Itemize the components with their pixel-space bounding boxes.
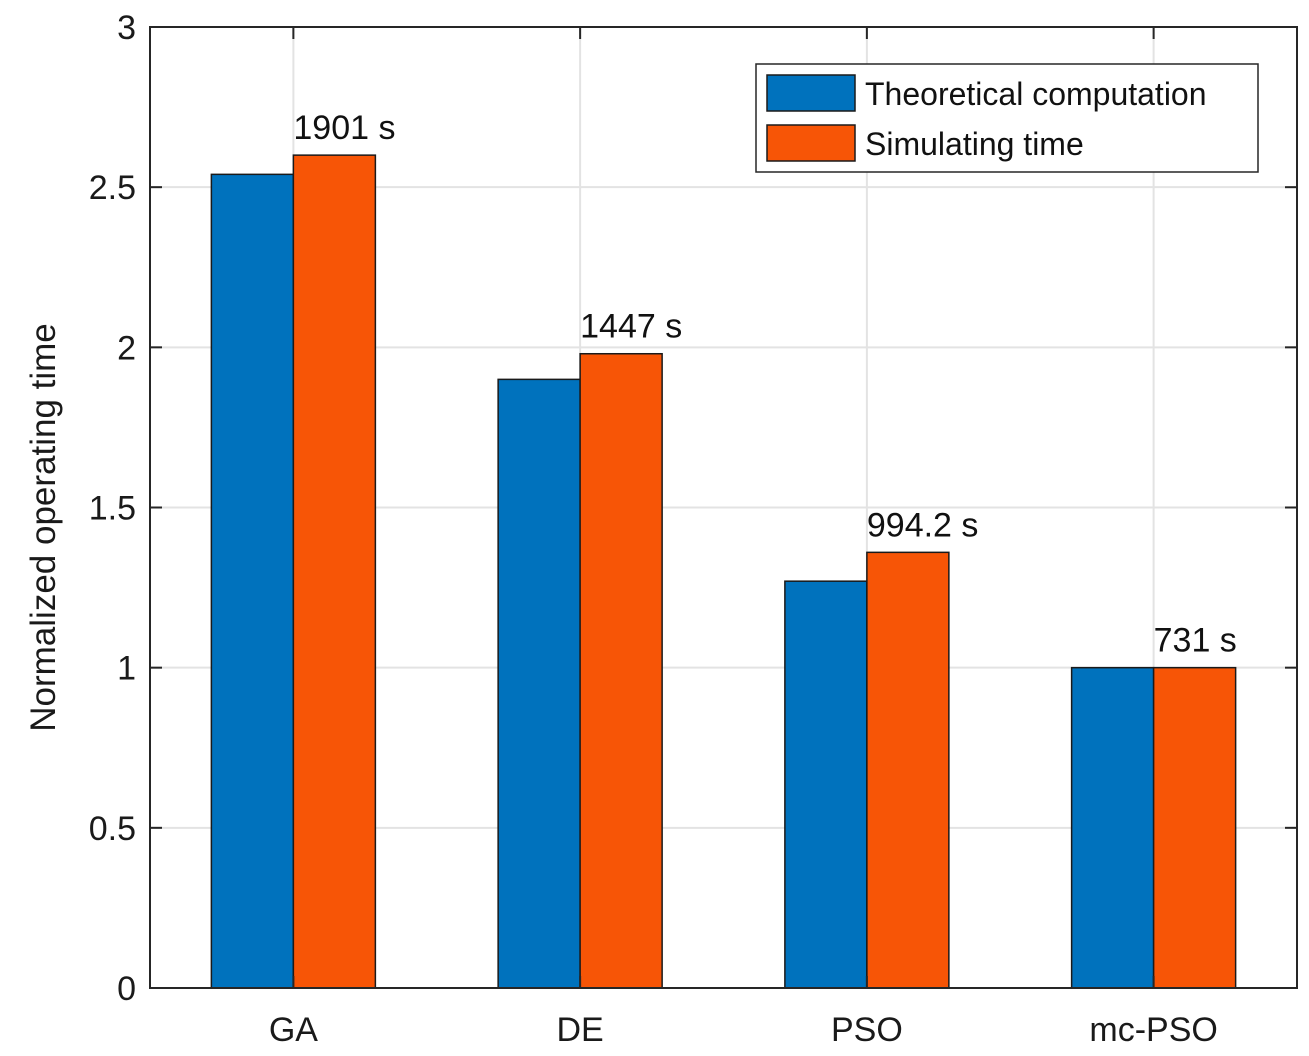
legend-label-theoretical: Theoretical computation (865, 76, 1207, 112)
y-tick-label: 1.5 (89, 490, 136, 528)
x-tick-label-mc-pso: mc-PSO (1089, 1011, 1217, 1049)
data-label-ga: 1901 s (293, 109, 395, 147)
legend: Theoretical computation Simulating time (755, 63, 1259, 173)
y-tick-label: 2.5 (89, 169, 136, 207)
y-axis-title: Normalized operating time (24, 323, 63, 732)
y-tick-label: 2 (117, 329, 136, 367)
bar-simulating-ga (292, 154, 377, 989)
x-tick-label-de: DE (557, 1011, 604, 1049)
x-tick-label-pso: PSO (831, 1011, 903, 1049)
legend-label-simulating: Simulating time (865, 126, 1084, 162)
legend-swatch-simulating (766, 124, 856, 162)
y-tick-label: 1 (117, 650, 136, 688)
bar-theoretical-ga (210, 173, 295, 989)
data-labels: 1901 s 1447 s 994.2 s 731 s (293, 109, 1236, 660)
bar-simulating-mc-pso (1152, 666, 1237, 989)
bar-theoretical-mc-pso (1070, 666, 1155, 989)
bar-group (210, 154, 1237, 989)
x-axis-ticks: GA DE PSO mc-PSO (269, 27, 1218, 1049)
x-tick-label-ga: GA (269, 1011, 318, 1049)
legend-swatch-theoretical (766, 74, 856, 112)
data-label-de: 1447 s (580, 308, 682, 346)
y-tick-label: 0.5 (89, 810, 136, 848)
bar-theoretical-de (497, 378, 581, 989)
y-tick-label: 0 (117, 970, 136, 1008)
y-axis-ticks: 0 0.5 1 1.5 2 2.5 3 (89, 9, 1297, 1008)
data-label-pso: 994.2 s (867, 506, 979, 544)
bar-theoretical-pso (784, 580, 868, 989)
y-tick-label: 3 (117, 9, 136, 47)
bar-simulating-pso (866, 551, 950, 989)
bar-simulating-de (579, 352, 663, 989)
data-label-mc-pso: 731 s (1154, 622, 1237, 660)
